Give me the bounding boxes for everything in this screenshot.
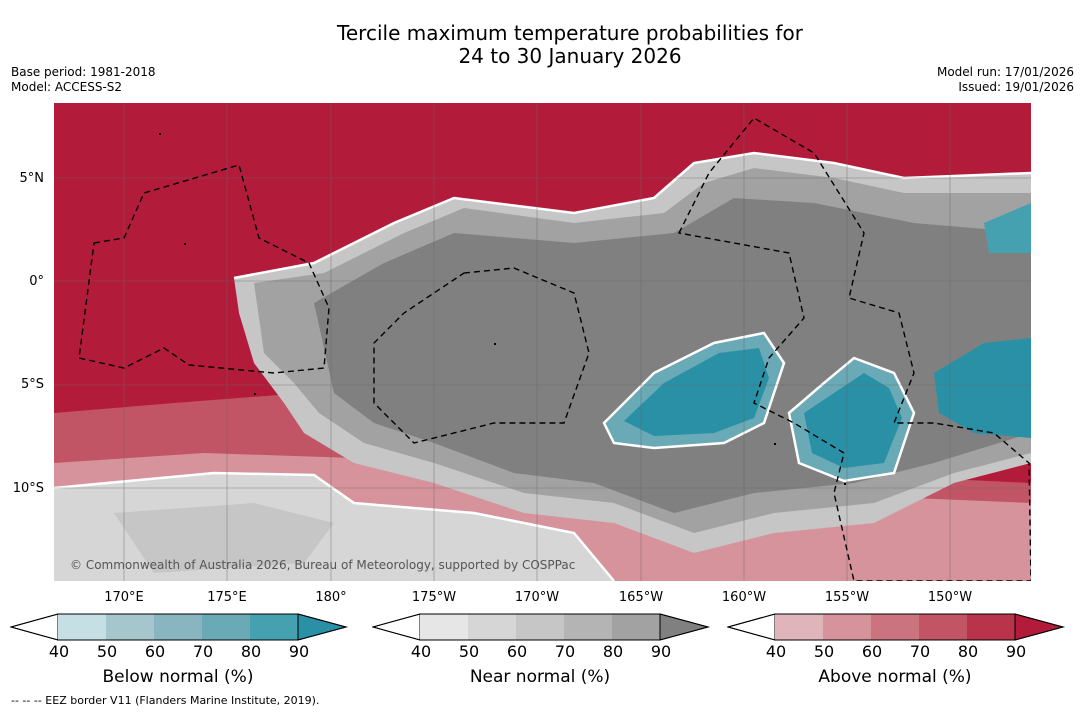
lat-label-5n: 5°N — [19, 171, 45, 186]
tick-above-50: 50 — [813, 642, 835, 661]
colorbar-below-normal-label: Below normal (%) — [102, 667, 254, 687]
lon-label-150w: 150°W — [927, 590, 973, 605]
issued-date: Issued: 19/01/2026 — [958, 80, 1074, 94]
tick-above-40: 40 — [765, 642, 787, 661]
lat-label-0: 0° — [29, 274, 44, 289]
eez-border-west — [78, 164, 330, 374]
tick-near-80: 80 — [602, 642, 624, 661]
lon-label-170w: 170°W — [514, 590, 560, 605]
lat-label-10s: 10°S — [12, 481, 44, 496]
title-line-1: Tercile maximum temperature probabilitie… — [337, 21, 803, 45]
tick-below-90: 90 — [288, 642, 310, 661]
chart-title: Tercile maximum temperature probabilitie… — [0, 22, 1085, 68]
colorbar-near-normal — [372, 613, 712, 643]
tick-above-60: 60 — [861, 642, 883, 661]
tick-near-90: 90 — [650, 642, 672, 661]
lon-label-180: 180° — [315, 590, 347, 605]
colorbar-above-normal-scale — [727, 613, 1065, 641]
lon-label-165w: 165°W — [618, 590, 664, 605]
model-name: Model: ACCESS-S2 — [11, 80, 123, 94]
tick-above-80: 80 — [957, 642, 979, 661]
colorbar-above-normal-label: Above normal (%) — [818, 667, 972, 687]
lon-label-175e: 175°E — [207, 590, 247, 605]
lon-label-170e: 170°E — [104, 590, 144, 605]
colorbar-near-normal-scale — [372, 613, 710, 641]
tick-near-60: 60 — [506, 642, 528, 661]
lon-label-160w: 160°W — [721, 590, 767, 605]
colorbar-above-normal — [727, 613, 1067, 643]
tick-below-50: 50 — [96, 642, 118, 661]
tick-below-40: 40 — [48, 642, 70, 661]
meta-left: Base period: 1981-2018 Model: ACCESS-S2 — [11, 65, 156, 95]
lat-label-5s: 5°S — [20, 377, 44, 392]
colorbar-below-normal — [10, 613, 350, 643]
tick-near-70: 70 — [554, 642, 576, 661]
lon-label-155w: 155°W — [824, 590, 870, 605]
meta-right: Model run: 17/01/2026 Issued: 19/01/2026 — [937, 65, 1074, 95]
model-run: Model run: 17/01/2026 — [936, 65, 1074, 79]
title-line-2: 24 to 30 January 2026 — [458, 44, 682, 68]
probability-map — [54, 103, 1031, 581]
tick-near-50: 50 — [458, 642, 480, 661]
colorbar-below-normal-scale — [10, 613, 348, 641]
tick-below-80: 80 — [240, 642, 262, 661]
eez-footnote: -- -- -- EEZ border V11 (Flanders Marine… — [11, 694, 320, 707]
colorbar-near-normal-label: Near normal (%) — [469, 667, 611, 687]
eez-border-central — [373, 267, 590, 444]
tick-near-40: 40 — [410, 642, 432, 661]
tick-above-70: 70 — [909, 642, 931, 661]
base-period: Base period: 1981-2018 — [11, 65, 156, 79]
tick-below-70: 70 — [192, 642, 214, 661]
lon-label-175w: 175°W — [411, 590, 457, 605]
tick-above-90: 90 — [1005, 642, 1027, 661]
eez-border-east — [677, 117, 1031, 581]
copyright-notice: © Commonwealth of Australia 2026, Bureau… — [70, 558, 576, 572]
tick-below-60: 60 — [144, 642, 166, 661]
